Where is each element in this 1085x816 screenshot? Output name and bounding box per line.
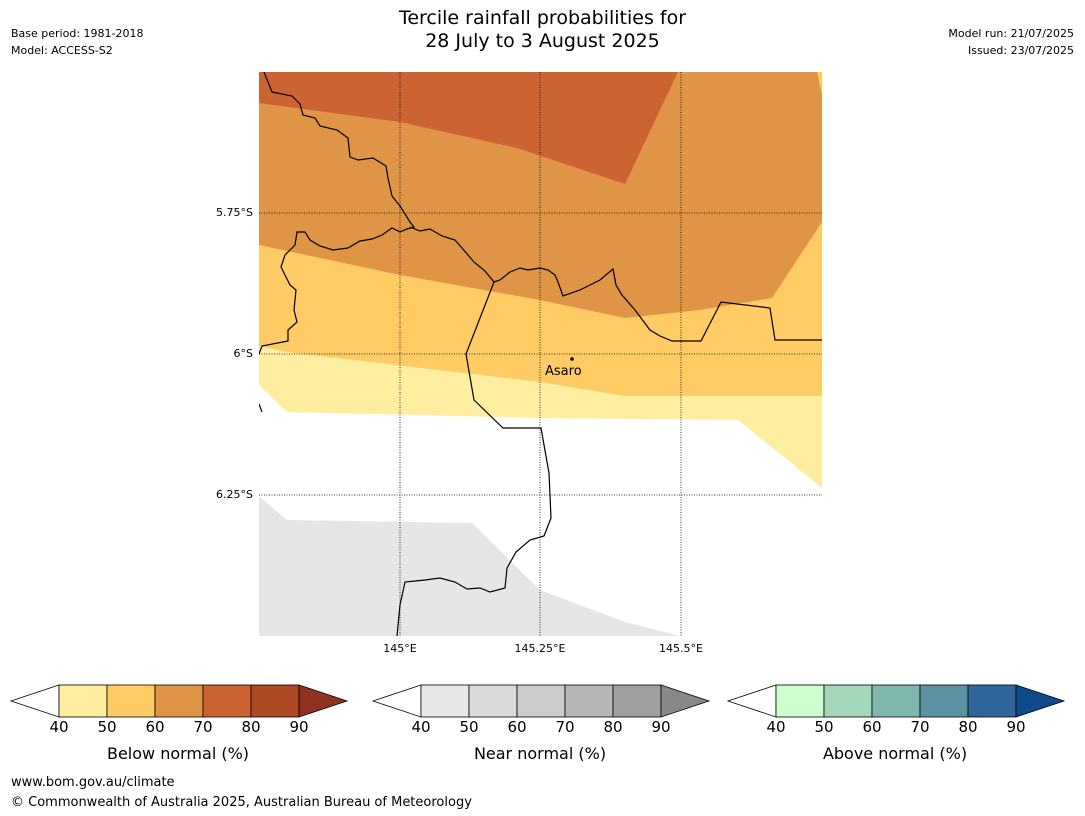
colorbar-segment xyxy=(516,684,566,718)
colorbar-tick-label: 90 xyxy=(289,718,309,736)
near-normal-region xyxy=(259,496,680,636)
colorbar-label-near: Near normal (%) xyxy=(473,744,607,763)
colorbar-segment xyxy=(202,684,252,718)
meta-left: Base period: 1981-2018 Model: ACCESS-S2 xyxy=(11,25,143,59)
province-borders xyxy=(259,72,822,636)
footer-url[interactable]: www.bom.gov.au/climate xyxy=(11,775,175,790)
colorbar-segment xyxy=(154,684,204,718)
colorbar-segment xyxy=(967,684,1017,718)
colorbar-segment xyxy=(250,684,300,718)
colorbar-tick-label: 50 xyxy=(97,718,117,736)
border-central xyxy=(409,226,822,342)
colorbar-tick-label: 70 xyxy=(555,718,575,736)
colorbar-tick-label: 50 xyxy=(459,718,479,736)
lon-label: 145°E xyxy=(383,642,417,655)
colorbar-segment xyxy=(612,684,662,718)
lat-label: 6°S xyxy=(233,347,253,360)
colorbar-segment xyxy=(823,684,873,718)
colorbar-max-extension xyxy=(660,684,711,718)
footer-copyright: © Commonwealth of Australia 2025, Austra… xyxy=(11,795,472,810)
colorbar-segment xyxy=(871,684,921,718)
lon-label: 145.25°E xyxy=(514,642,566,655)
colorbar-segment xyxy=(775,684,825,718)
colorbar-segment xyxy=(58,684,108,718)
colorbar-tick-label: 50 xyxy=(814,718,834,736)
map-area xyxy=(259,72,822,636)
colorbar-tick-label: 40 xyxy=(766,718,786,736)
colorbar-tick-label: 60 xyxy=(862,718,882,736)
title-line-2: 28 July to 3 August 2025 xyxy=(425,30,660,52)
graticule xyxy=(259,72,822,636)
border-south xyxy=(396,281,552,636)
colorbar-tick-label: 90 xyxy=(651,718,671,736)
colorbar-label-below: Below normal (%) xyxy=(106,744,250,763)
footer: www.bom.gov.au/climate © Commonwealth of… xyxy=(11,773,472,813)
colorbar-tick-label: 60 xyxy=(507,718,527,736)
colorbar-min-extension xyxy=(726,684,777,718)
colorbar-max-extension xyxy=(298,684,349,718)
colorbar-tick-label: 80 xyxy=(603,718,623,736)
colorbar-min-extension xyxy=(9,684,60,718)
border-coast-fragment xyxy=(259,403,263,413)
base-period-text: Base period: 1981-2018 xyxy=(11,27,144,40)
colorbar-tick-label: 40 xyxy=(49,718,69,736)
colorbar-tick-label: 90 xyxy=(1006,718,1026,736)
colorbar-segment xyxy=(106,684,156,718)
colorbar-tick-label: 80 xyxy=(241,718,261,736)
lat-label: 6.25°S xyxy=(216,488,253,501)
colorbar-segment xyxy=(468,684,518,718)
colorbar-segment xyxy=(420,684,470,718)
map-title: Tercile rainfall probabilities for 28 Ju… xyxy=(0,7,1085,53)
colorbar-min-extension xyxy=(371,684,422,718)
colorbar-tick-label: 70 xyxy=(193,718,213,736)
colorbar-near xyxy=(371,684,711,718)
colorbar-tick-label: 70 xyxy=(910,718,930,736)
colorbar-label-above: Above normal (%) xyxy=(822,744,968,763)
place-label-asaro: Asaro xyxy=(545,364,582,379)
model-text: Model: ACCESS-S2 xyxy=(11,44,113,57)
colorbar-segment xyxy=(564,684,614,718)
colorbars-canvas xyxy=(9,684,1066,718)
asaro-marker xyxy=(570,357,574,361)
title-line-1: Tercile rainfall probabilities for xyxy=(398,7,687,29)
colorbar-segment xyxy=(919,684,969,718)
below-normal-60-70-region xyxy=(259,72,822,318)
meta-right: Model run: 21/07/2025 Issued: 23/07/2025 xyxy=(948,25,1074,59)
colorbar-above xyxy=(726,684,1066,718)
model-run-text: Model run: 21/07/2025 xyxy=(948,27,1074,40)
colorbar-max-extension xyxy=(1015,684,1066,718)
lon-label: 145.5°E xyxy=(659,642,703,655)
colorbar-below xyxy=(9,684,349,718)
below-normal-70-80-region xyxy=(259,72,678,184)
issued-text: Issued: 23/07/2025 xyxy=(967,44,1074,57)
colorbar-tick-label: 40 xyxy=(411,718,431,736)
lat-label: 5.75°S xyxy=(216,206,253,219)
colorbar-tick-label: 80 xyxy=(958,718,978,736)
colorbar-tick-label: 60 xyxy=(145,718,165,736)
border-north xyxy=(259,72,416,355)
